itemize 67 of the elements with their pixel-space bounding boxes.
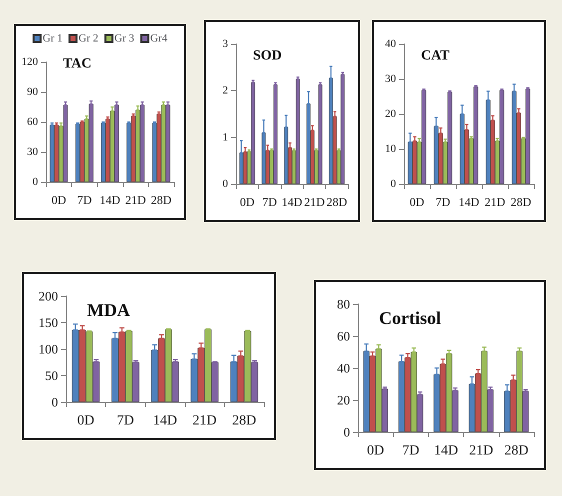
x-tick-label: 0D — [77, 414, 94, 428]
x-tick-label: 14D — [458, 195, 480, 209]
x-tick-label: 7D — [436, 195, 451, 209]
y-tick-label: 50 — [45, 368, 58, 383]
x-tick-label: 21D — [304, 195, 326, 209]
x-tick-label: 21D — [125, 193, 146, 207]
y-tick-label: 10 — [385, 143, 396, 155]
legend-label: Gr 3 — [114, 32, 135, 44]
x-tick-label: 7D — [116, 414, 134, 428]
bar — [101, 123, 106, 182]
bar — [88, 104, 94, 182]
chart-title: TAC — [63, 56, 92, 72]
x-tick-label: 28D — [326, 195, 348, 209]
y-tick-label: 0 — [390, 178, 396, 190]
chart-title: CAT — [421, 48, 450, 64]
y-tick-label: 60 — [337, 328, 350, 344]
legend-label: Gr 1 — [42, 32, 63, 44]
x-tick-label: 28D — [510, 195, 532, 209]
bar — [251, 82, 256, 184]
legend-label: Gr4 — [150, 32, 168, 44]
y-tick-label: 1 — [222, 131, 228, 144]
x-tick-label: 28D — [232, 414, 256, 428]
y-tick-label: 20 — [337, 392, 350, 408]
y-tick-label: 2 — [222, 84, 228, 97]
x-tick-label: 21D — [484, 195, 506, 209]
y-tick-label: 20 — [385, 108, 396, 120]
x-tick-label: 0D — [367, 444, 384, 458]
bar — [274, 84, 278, 184]
x-tick-label: 28D — [150, 193, 172, 207]
y-tick-label: 40 — [337, 360, 350, 376]
y-tick-label: 30 — [385, 73, 396, 85]
x-tick-label: 7D — [262, 195, 278, 209]
y-tick-label: 0 — [344, 424, 350, 440]
x-tick-label: 7D — [402, 444, 420, 458]
chart-title: Cortisol — [379, 308, 441, 328]
y-tick-label: 90 — [27, 86, 38, 98]
x-tick-label: 28D — [504, 444, 528, 458]
x-tick-label: 14D — [152, 414, 178, 428]
x-tick-label: 0D — [51, 193, 66, 207]
x-tick-label: 0D — [410, 195, 425, 209]
x-tick-label: 14D — [434, 444, 458, 458]
x-tick-label: 21D — [192, 414, 217, 428]
x-tick-label: 0D — [240, 195, 255, 209]
y-tick-label: 40 — [385, 38, 396, 50]
y-tick-label: 80 — [337, 296, 350, 312]
y-tick-label: 120 — [22, 56, 38, 68]
bar — [296, 79, 300, 184]
x-tick-label: 14D — [282, 195, 303, 209]
x-tick-label: 7D — [77, 193, 92, 207]
x-tick-label: 21D — [469, 444, 494, 458]
legend-label: Gr 2 — [78, 32, 98, 44]
bar — [340, 74, 345, 184]
y-tick-label: 0 — [32, 176, 38, 188]
chart-title: MDA — [87, 300, 130, 320]
chart-title: SOD — [253, 48, 282, 64]
y-tick-label: 0 — [52, 394, 58, 410]
y-tick-label: 0 — [222, 178, 228, 190]
y-tick-label: 3 — [222, 38, 228, 50]
y-tick-label: 100 — [38, 342, 58, 356]
y-tick-label: 60 — [27, 116, 38, 128]
bar — [243, 152, 248, 184]
bar — [318, 84, 322, 184]
y-tick-label: 200 — [38, 288, 58, 304]
bar — [114, 105, 119, 182]
y-tick-label: 150 — [38, 315, 58, 330]
y-tick-label: 30 — [27, 146, 38, 158]
x-tick-label: 14D — [100, 193, 121, 207]
